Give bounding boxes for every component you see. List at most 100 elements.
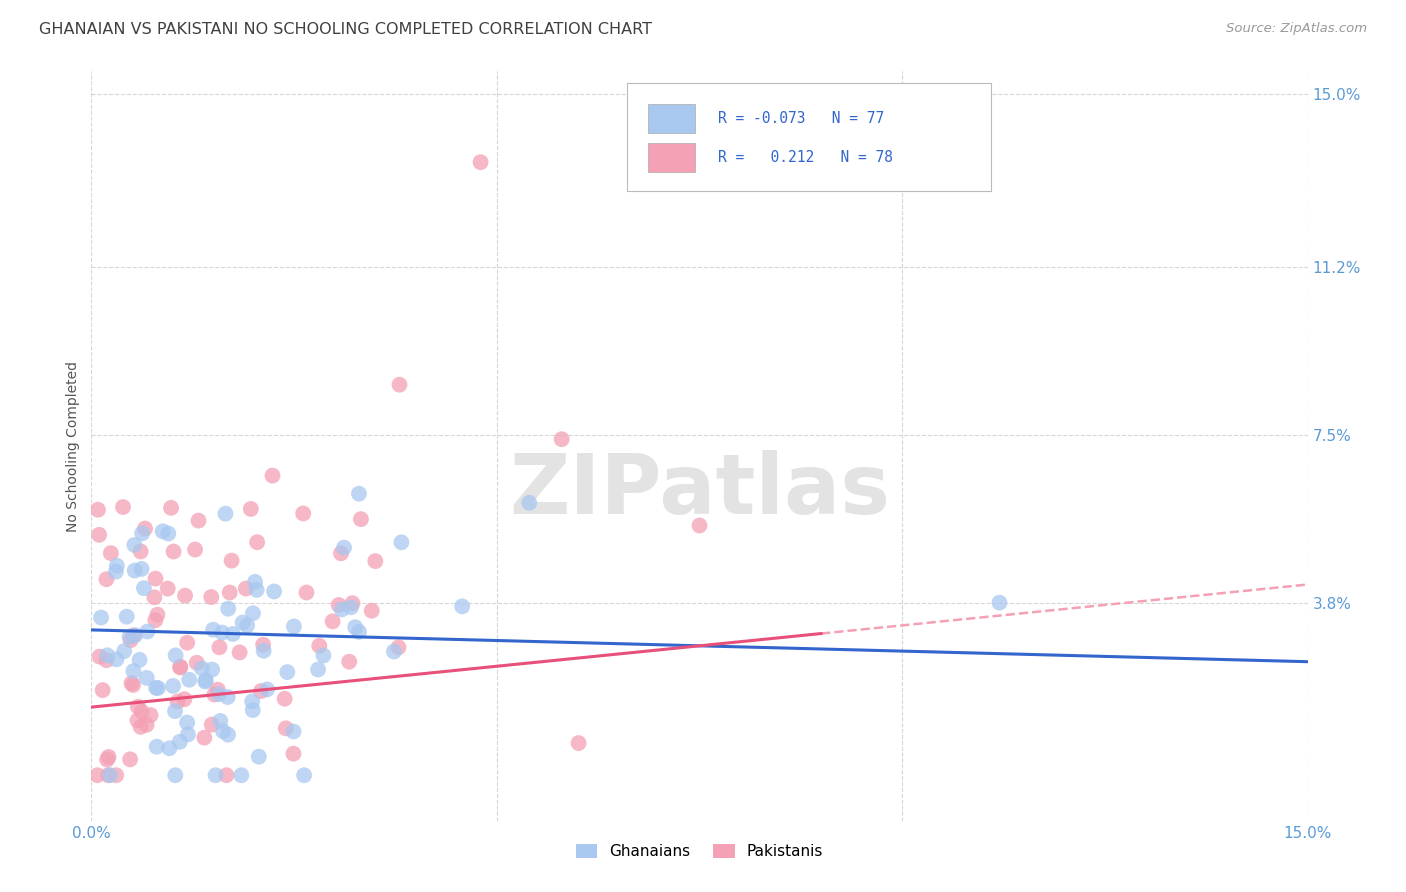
Point <box>340 600 363 615</box>
Point <box>187 514 209 528</box>
Point <box>988 596 1011 610</box>
Point <box>104 565 127 579</box>
Point <box>120 752 142 766</box>
Point <box>347 624 370 639</box>
Point <box>127 714 149 728</box>
Point <box>89 528 111 542</box>
Point <box>387 640 409 655</box>
Text: R =   0.212   N = 78: R = 0.212 N = 78 <box>717 150 893 165</box>
Point <box>177 727 200 741</box>
Point <box>91 683 114 698</box>
Point <box>169 735 191 749</box>
Point <box>214 507 236 521</box>
Point <box>333 541 356 555</box>
Point <box>222 627 245 641</box>
Point <box>112 500 135 514</box>
Point <box>209 714 232 728</box>
Point <box>184 542 207 557</box>
Point <box>136 624 159 639</box>
Point <box>162 679 184 693</box>
Point <box>328 598 350 612</box>
Point <box>242 607 264 621</box>
Point <box>173 692 195 706</box>
Point <box>274 721 297 735</box>
Text: GHANAIAN VS PAKISTANI NO SCHOOLING COMPLETED CORRELATION CHART: GHANAIAN VS PAKISTANI NO SCHOOLING COMPL… <box>39 22 652 37</box>
Point <box>202 623 225 637</box>
Point <box>292 507 315 521</box>
FancyBboxPatch shape <box>648 104 695 133</box>
Point <box>235 582 257 596</box>
Point <box>129 544 152 558</box>
Point <box>347 486 370 500</box>
FancyBboxPatch shape <box>648 144 695 172</box>
Point <box>160 500 183 515</box>
Point <box>139 708 162 723</box>
Point <box>228 645 250 659</box>
Point <box>169 660 191 674</box>
Point <box>283 619 305 633</box>
Point <box>208 640 231 655</box>
Point <box>118 630 141 644</box>
Point <box>236 618 259 632</box>
Point <box>96 572 118 586</box>
Point <box>364 554 387 568</box>
Point <box>129 720 152 734</box>
Point <box>307 663 329 677</box>
Point <box>688 518 710 533</box>
Point <box>105 768 128 782</box>
Point <box>208 687 231 701</box>
Point <box>131 705 153 719</box>
Point <box>121 676 143 690</box>
Point <box>246 582 269 597</box>
Point <box>127 699 149 714</box>
Point <box>146 607 169 622</box>
Point <box>112 644 135 658</box>
Point <box>451 599 474 614</box>
Point <box>176 715 198 730</box>
Point <box>145 572 167 586</box>
Point <box>247 749 270 764</box>
Point <box>567 736 589 750</box>
Point <box>87 502 110 516</box>
Point <box>128 653 150 667</box>
Point <box>240 694 263 708</box>
Point <box>100 546 122 560</box>
Text: Source: ZipAtlas.com: Source: ZipAtlas.com <box>1226 22 1367 36</box>
Point <box>231 768 253 782</box>
Point <box>250 684 273 698</box>
Point <box>97 750 120 764</box>
Point <box>186 656 208 670</box>
Point <box>157 526 180 541</box>
Text: ZIPatlas: ZIPatlas <box>509 450 890 532</box>
Point <box>344 620 367 634</box>
Point <box>135 671 157 685</box>
Point <box>105 558 128 573</box>
Point <box>165 768 187 782</box>
Point <box>252 638 274 652</box>
Y-axis label: No Schooling Completed: No Schooling Completed <box>66 360 80 532</box>
Point <box>98 768 121 782</box>
Point <box>239 502 262 516</box>
Legend: Ghanaians, Pakistanis: Ghanaians, Pakistanis <box>569 838 830 865</box>
Point <box>162 544 184 558</box>
Point <box>256 682 278 697</box>
Point <box>312 648 335 663</box>
Point <box>135 718 157 732</box>
Point <box>97 768 120 782</box>
Point <box>243 574 266 589</box>
Point <box>146 681 169 695</box>
Point <box>122 628 145 642</box>
Point <box>122 664 145 678</box>
Point <box>179 673 201 687</box>
Point <box>207 682 229 697</box>
Point <box>283 747 305 761</box>
Point <box>246 535 269 549</box>
Point <box>232 615 254 630</box>
Point <box>174 589 197 603</box>
Point <box>89 649 111 664</box>
Point <box>194 673 217 688</box>
Point <box>90 610 112 624</box>
Point <box>122 678 145 692</box>
Point <box>350 512 373 526</box>
Point <box>550 432 572 446</box>
